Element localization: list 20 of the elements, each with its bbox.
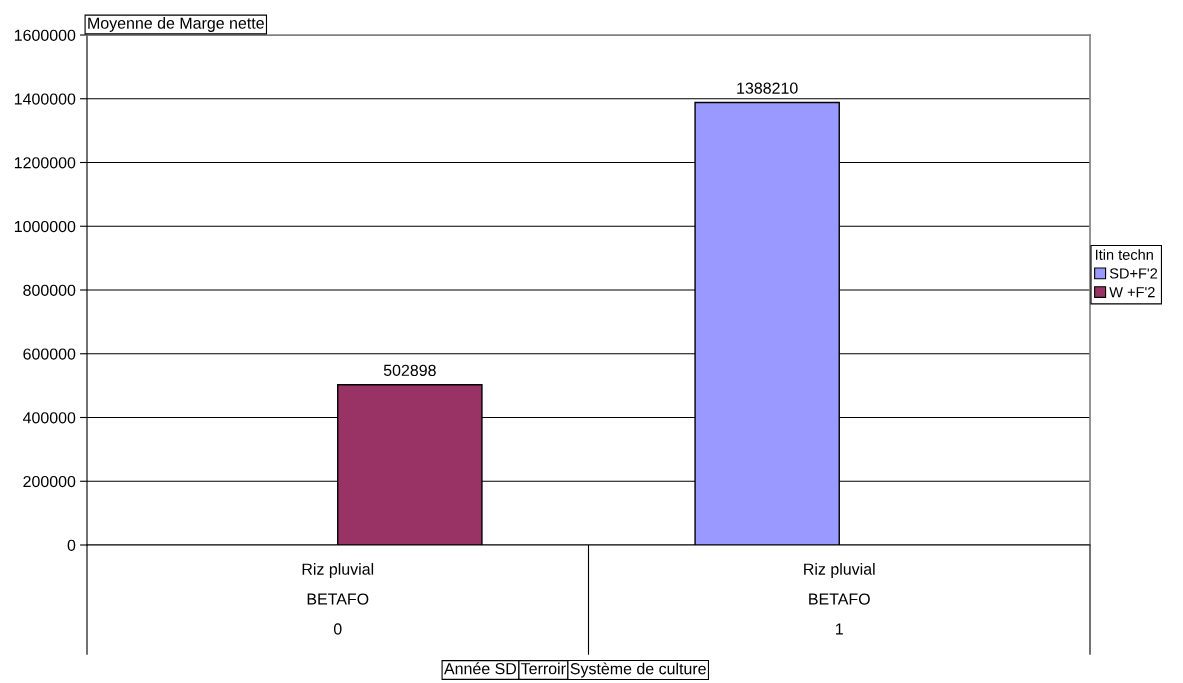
legend-title: Itin techn [1096, 249, 1153, 260]
text: Terroir [521, 662, 566, 675]
y-tick-label: 0 [67, 539, 76, 551]
y-tick-label: 1000000 [14, 220, 76, 233]
y-tick-label: 1600000 [14, 29, 76, 41]
y-tick-label: 1200000 [14, 157, 76, 169]
legend-label: SD+F'2 [1109, 268, 1158, 279]
y-tick-label: 200000 [23, 475, 76, 488]
y-tick-label: 600000 [23, 348, 76, 360]
data-label: 502898 [383, 364, 436, 376]
x-tick-label: Riz pluvial BETAFO 0 [302, 563, 374, 635]
x-tick-label: Riz pluvial BETAFO 1 [804, 563, 875, 635]
chart-title: Moyenne de Marge nette [88, 17, 264, 32]
y-tick-label: 800000 [23, 284, 76, 296]
text: Système de culture [570, 662, 706, 678]
text: Année SD [444, 662, 517, 675]
legend-label: W +F'2 [1109, 286, 1155, 298]
y-tick-label: 400000 [22, 412, 76, 424]
data-label: 1388210 [737, 82, 798, 94]
y-tick-label: 1400000 [14, 93, 76, 105]
